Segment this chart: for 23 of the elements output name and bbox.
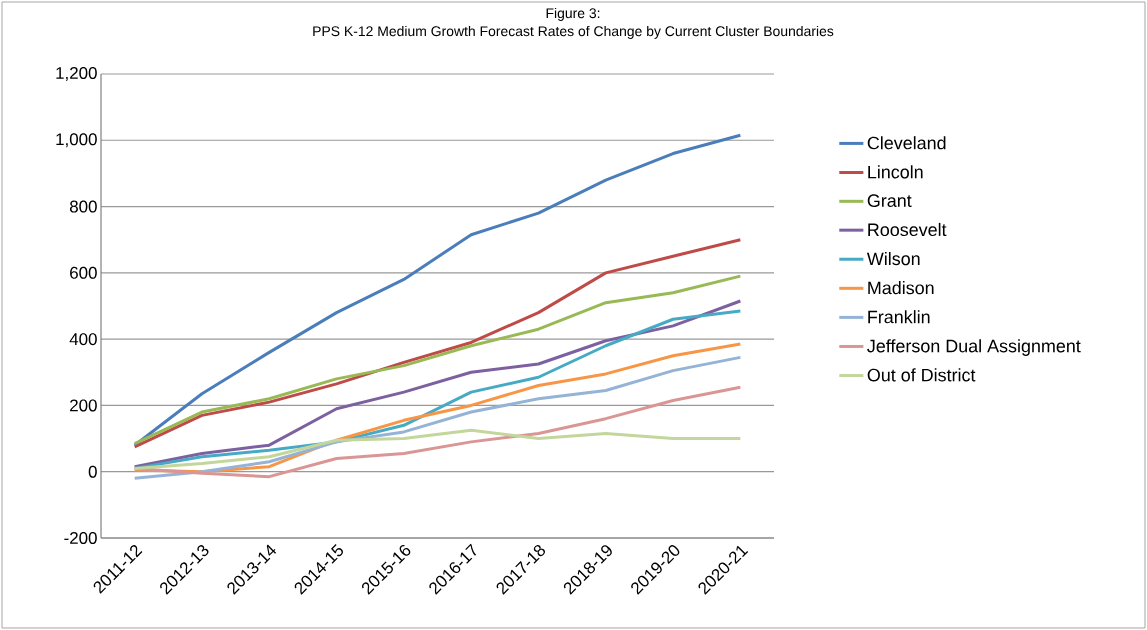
legend-label: Wilson xyxy=(866,251,920,266)
line-series xyxy=(133,428,742,470)
legend-label: Madison xyxy=(868,281,934,295)
y-tick-label: -200 xyxy=(64,531,97,544)
line-series xyxy=(133,133,742,447)
line-series xyxy=(133,238,742,449)
legend-label: Jefferson Dual Assignment xyxy=(867,339,1081,356)
legend-label: Grant xyxy=(867,194,912,208)
y-tick-label: 200 xyxy=(70,399,97,412)
chart-subtitle: PPS K-12 Medium Growth Forecast Rates of Change by Current Cluster Boundaries xyxy=(313,25,834,39)
legend-label: Roosevelt xyxy=(868,222,947,237)
y-tick-label: 400 xyxy=(69,333,97,346)
y-tick-label: 1,200 xyxy=(56,66,97,81)
legend-label: Franklin xyxy=(868,310,930,324)
legend-label: Lincoln xyxy=(868,165,923,179)
y-tick-label: 0 xyxy=(88,465,97,478)
legend-label: Out of District xyxy=(867,368,976,382)
y-tick-label: 1,000 xyxy=(56,133,97,148)
line-series xyxy=(133,274,742,446)
y-tick-label: 800 xyxy=(69,200,97,213)
chart-title: Figure 3: xyxy=(546,7,600,21)
legend-label: Cleveland xyxy=(867,136,946,150)
y-tick-label: 600 xyxy=(70,266,97,279)
